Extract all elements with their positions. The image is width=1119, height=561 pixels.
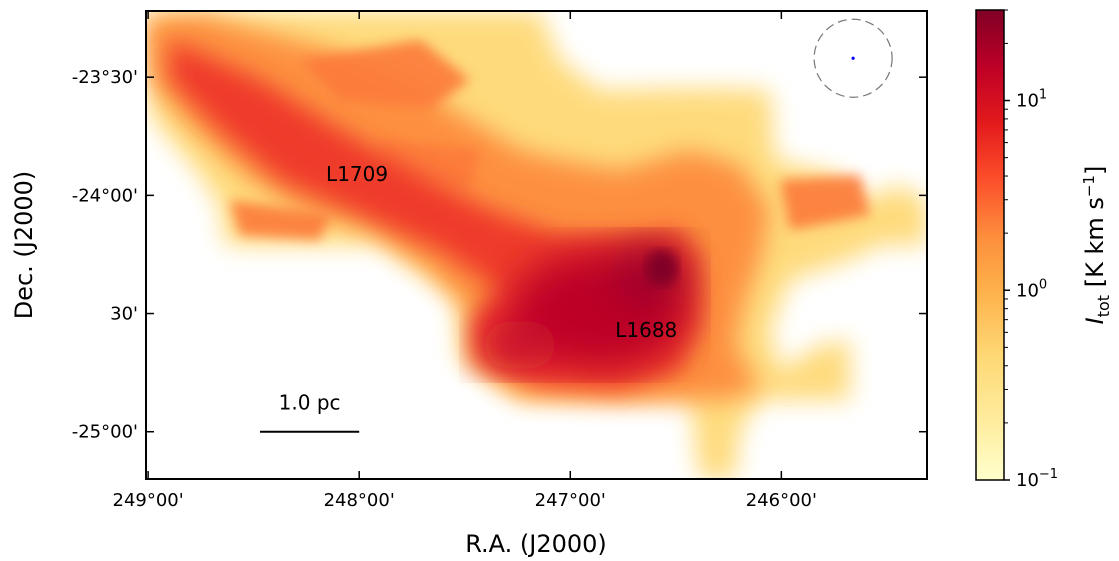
colorbar-tick-label: 100	[1016, 277, 1047, 301]
beam-marker	[813, 18, 893, 98]
region-label: L1688	[615, 318, 677, 342]
scalebar-label: 1.0 pc	[279, 391, 341, 415]
x-tick-label: 246°00'	[746, 490, 817, 511]
colorbar-tick-label: 10−1	[1016, 467, 1058, 491]
colorbar-gradient	[975, 9, 1005, 481]
beam-circle	[813, 18, 893, 98]
y-axis-label: Dec. (J2000)	[10, 171, 38, 320]
intensity-map	[146, 11, 927, 479]
colorbar-label: Itot [K km s−1]	[1080, 166, 1113, 325]
y-tick-label: -23°30'	[72, 67, 138, 88]
plot-frame	[145, 10, 928, 480]
x-tick-label: 247°00'	[535, 490, 606, 511]
y-tick-label: 30'	[110, 304, 138, 325]
region-label: L1709	[326, 162, 388, 186]
y-tick-label: -24°00'	[72, 185, 138, 206]
x-tick-label: 249°00'	[113, 490, 184, 511]
x-ticks: 249°00' 248°00' 247°00' 246°00'	[113, 11, 817, 511]
scalebar: 1.0 pc	[259, 391, 360, 433]
beam-dot	[851, 56, 855, 60]
x-axis-label: R.A. (J2000)	[465, 530, 607, 558]
colorbar-tick-label: 101	[1016, 88, 1047, 112]
colorbar-ticks: 101 100 10−1	[1004, 9, 1058, 491]
colorbar: 101 100 10−1 Itot [K km s−1]	[975, 9, 1113, 491]
annotations: L1709 L1688	[326, 162, 677, 342]
y-ticks: -23°30' -24°00' 30' -25°00'	[72, 67, 927, 443]
y-tick-label: -25°00'	[72, 422, 138, 443]
x-tick-label: 248°00'	[324, 490, 395, 511]
